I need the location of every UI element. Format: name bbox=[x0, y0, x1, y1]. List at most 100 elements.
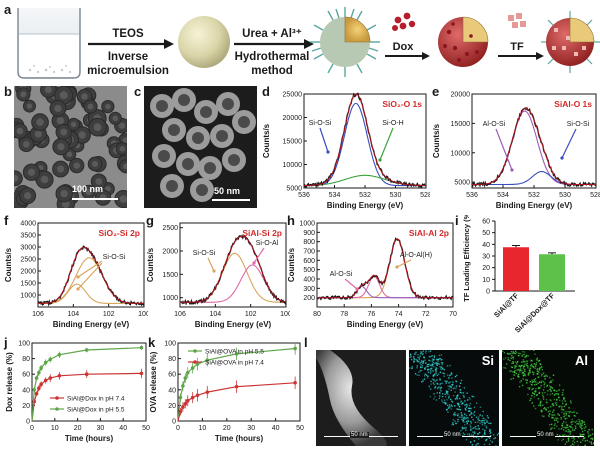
map-speckle bbox=[423, 375, 426, 377]
map-speckle bbox=[592, 433, 594, 435]
map-speckle bbox=[429, 388, 432, 390]
scale-bar-label-c: 50 nm bbox=[214, 186, 241, 196]
y-tick-label: 1000 bbox=[299, 221, 315, 228]
map-speckle bbox=[432, 361, 435, 364]
category-label: SiAl@TF bbox=[492, 291, 521, 320]
map-speckle bbox=[566, 424, 569, 426]
map-speckle bbox=[529, 368, 531, 370]
y-axis-label: Counts/s bbox=[287, 247, 296, 282]
map-speckle bbox=[463, 421, 465, 423]
map-speckle bbox=[427, 375, 429, 378]
map-speckle bbox=[473, 431, 476, 433]
map-speckle bbox=[440, 390, 442, 392]
map-speckle bbox=[465, 409, 467, 411]
map-speckle bbox=[450, 404, 453, 406]
map-speckle bbox=[470, 428, 472, 430]
haadf-image: 50 nm bbox=[316, 350, 406, 446]
map-speckle bbox=[549, 413, 551, 415]
map-speckle bbox=[465, 420, 468, 423]
map-speckle bbox=[451, 400, 453, 402]
map-speckle bbox=[516, 363, 518, 365]
map-speckle bbox=[542, 381, 545, 383]
data-point bbox=[139, 345, 144, 350]
map-speckle bbox=[544, 391, 546, 394]
map-speckle bbox=[438, 397, 441, 400]
y-tick-label: 1500 bbox=[20, 281, 36, 288]
data-point bbox=[139, 371, 144, 376]
map-speckle bbox=[472, 431, 474, 433]
map-speckle bbox=[428, 355, 431, 358]
map-speckle bbox=[511, 362, 513, 365]
map-speckle bbox=[435, 372, 437, 375]
map-speckle bbox=[458, 403, 460, 405]
map-speckle bbox=[541, 415, 543, 417]
map-speckle bbox=[431, 365, 433, 367]
map-speckle bbox=[563, 398, 565, 401]
map-speckle bbox=[436, 392, 438, 394]
map-speckle bbox=[531, 371, 534, 373]
fitted-envelope bbox=[303, 93, 427, 187]
map-speckle bbox=[480, 420, 482, 422]
map-speckle bbox=[514, 365, 517, 368]
map-speckle bbox=[568, 407, 570, 409]
map-speckle bbox=[542, 398, 545, 400]
map-speckle bbox=[441, 399, 443, 401]
map-speckle bbox=[489, 439, 492, 442]
map-speckle bbox=[562, 438, 565, 440]
map-speckle bbox=[535, 394, 538, 397]
map-speckle bbox=[429, 350, 432, 352]
y-tick-label: 900 bbox=[303, 230, 315, 237]
map-speckle bbox=[579, 423, 582, 425]
map-speckle bbox=[578, 420, 580, 423]
map-speckle bbox=[488, 443, 491, 445]
spectrum-title: SiAl-Si 2p bbox=[242, 228, 282, 238]
map-speckle bbox=[449, 364, 451, 367]
map-speckle bbox=[553, 389, 555, 391]
y-tick-label: 10000 bbox=[451, 150, 471, 157]
x-tick-label: 530 bbox=[390, 192, 402, 199]
map-speckle bbox=[464, 407, 467, 410]
map-speckle bbox=[503, 358, 505, 360]
data-point bbox=[43, 378, 48, 383]
map-speckle bbox=[550, 380, 552, 382]
map-speckle bbox=[466, 392, 468, 394]
map-speckle bbox=[428, 359, 430, 361]
map-speckle bbox=[555, 404, 558, 406]
map-speckle bbox=[546, 393, 549, 396]
map-speckle bbox=[423, 367, 426, 370]
map-speckle bbox=[431, 360, 434, 363]
data-point bbox=[205, 358, 210, 362]
particle-hollow bbox=[196, 184, 208, 196]
legend-label: SiAl@Dox in pH 7.4 bbox=[67, 396, 125, 403]
map-speckle bbox=[581, 421, 584, 423]
map-speckle bbox=[531, 394, 533, 397]
map-speckle bbox=[443, 368, 445, 371]
map-speckle bbox=[560, 428, 563, 430]
map-speckle bbox=[450, 373, 453, 375]
y-tick-label: 15000 bbox=[451, 121, 471, 128]
map-speckle bbox=[489, 430, 491, 432]
map-speckle bbox=[455, 385, 458, 387]
map-speckle bbox=[590, 442, 593, 444]
nanoparticle-core bbox=[70, 121, 77, 128]
particle-hollow bbox=[238, 116, 250, 128]
map-speckle bbox=[462, 392, 465, 394]
x-axis-label: Time (hours) bbox=[215, 434, 264, 443]
map-speckle bbox=[439, 357, 441, 360]
map-speckle bbox=[445, 390, 448, 392]
map-speckle bbox=[443, 399, 446, 401]
map-speckle bbox=[535, 358, 538, 361]
x-tick-label: 528 bbox=[590, 192, 600, 199]
nanoparticle-core bbox=[23, 141, 30, 148]
map-speckle bbox=[514, 350, 517, 352]
panel-letter-b: b bbox=[4, 84, 12, 99]
map-speckle bbox=[486, 415, 489, 417]
panel-letter-f: f bbox=[4, 213, 9, 228]
x-tick-label: 74 bbox=[395, 311, 403, 318]
x-tick-label: 102 bbox=[245, 311, 257, 318]
map-speckle bbox=[432, 374, 435, 377]
y-tick-label: 10 bbox=[482, 277, 490, 284]
map-speckle bbox=[567, 428, 569, 431]
map-speckle bbox=[577, 436, 580, 439]
map-speckle bbox=[439, 371, 442, 374]
